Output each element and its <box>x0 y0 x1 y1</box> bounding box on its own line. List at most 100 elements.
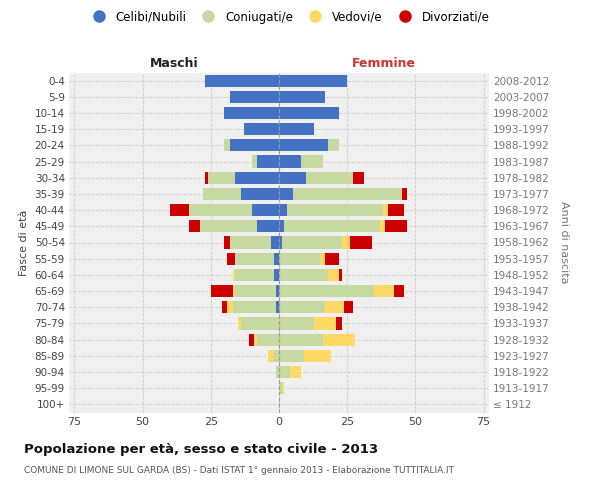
Bar <box>279 204 287 216</box>
Bar <box>290 366 301 378</box>
Bar <box>224 140 230 151</box>
Bar <box>244 123 279 135</box>
Bar <box>320 252 325 265</box>
Bar <box>279 90 325 103</box>
Bar <box>282 236 342 248</box>
Bar <box>306 172 353 184</box>
Bar <box>241 188 279 200</box>
Legend: Celibi/Nubili, Coniugati/e, Vedovi/e, Divorziati/e: Celibi/Nubili, Coniugati/e, Vedovi/e, Di… <box>82 6 494 28</box>
Bar <box>328 140 339 151</box>
Bar <box>257 334 279 345</box>
Bar <box>254 334 257 345</box>
Bar <box>279 236 282 248</box>
Bar <box>279 269 328 281</box>
Bar <box>314 318 336 330</box>
Bar <box>271 236 279 248</box>
Bar <box>222 301 227 314</box>
Bar <box>276 366 279 378</box>
Bar <box>325 252 339 265</box>
Bar <box>402 188 407 200</box>
Bar <box>233 301 276 314</box>
Bar <box>238 318 241 330</box>
Bar <box>189 220 200 232</box>
Bar <box>211 285 233 297</box>
Bar <box>279 74 347 86</box>
Bar <box>276 301 279 314</box>
Bar <box>279 252 320 265</box>
Bar <box>394 285 404 297</box>
Bar <box>235 285 276 297</box>
Bar <box>279 301 325 314</box>
Bar <box>279 220 284 232</box>
Y-axis label: Fasce di età: Fasce di età <box>19 210 29 276</box>
Text: Femmine: Femmine <box>352 57 416 70</box>
Bar <box>293 188 402 200</box>
Bar <box>200 220 257 232</box>
Bar <box>227 301 233 314</box>
Bar <box>233 269 235 281</box>
Bar <box>279 334 323 345</box>
Bar <box>230 140 279 151</box>
Bar <box>284 220 380 232</box>
Bar <box>205 74 279 86</box>
Bar <box>205 172 208 184</box>
Bar <box>279 107 339 119</box>
Bar <box>279 156 301 168</box>
Bar <box>203 188 241 200</box>
Bar <box>385 220 407 232</box>
Bar <box>274 269 279 281</box>
Bar <box>230 236 271 248</box>
Bar <box>208 172 235 184</box>
Bar <box>230 90 279 103</box>
Bar <box>279 366 290 378</box>
Bar <box>287 204 383 216</box>
Bar <box>350 236 372 248</box>
Bar <box>279 140 328 151</box>
Bar <box>301 156 323 168</box>
Bar <box>235 269 274 281</box>
Bar <box>279 188 293 200</box>
Bar <box>257 220 279 232</box>
Bar <box>274 252 279 265</box>
Bar <box>344 301 353 314</box>
Bar <box>374 285 394 297</box>
Bar <box>304 350 331 362</box>
Text: Popolazione per età, sesso e stato civile - 2013: Popolazione per età, sesso e stato civil… <box>24 442 378 456</box>
Bar <box>268 350 274 362</box>
Bar <box>279 123 314 135</box>
Bar <box>241 318 279 330</box>
Bar <box>279 350 304 362</box>
Bar <box>353 172 364 184</box>
Bar <box>325 301 344 314</box>
Bar <box>257 156 279 168</box>
Bar <box>339 269 342 281</box>
Bar <box>383 204 388 216</box>
Bar <box>233 285 235 297</box>
Bar <box>274 350 279 362</box>
Bar <box>342 236 350 248</box>
Text: Maschi: Maschi <box>149 57 199 70</box>
Bar <box>323 334 355 345</box>
Bar <box>227 252 235 265</box>
Bar <box>279 285 374 297</box>
Bar <box>276 285 279 297</box>
Bar <box>380 220 385 232</box>
Bar <box>336 318 342 330</box>
Bar <box>279 172 306 184</box>
Bar <box>170 204 189 216</box>
Bar <box>224 107 279 119</box>
Bar <box>328 269 339 281</box>
Bar <box>282 382 284 394</box>
Bar <box>252 156 257 168</box>
Bar <box>252 204 279 216</box>
Bar <box>189 204 252 216</box>
Bar <box>235 252 274 265</box>
Text: COMUNE DI LIMONE SUL GARDA (BS) - Dati ISTAT 1° gennaio 2013 - Elaborazione TUTT: COMUNE DI LIMONE SUL GARDA (BS) - Dati I… <box>24 466 454 475</box>
Bar <box>249 334 254 345</box>
Bar <box>279 382 282 394</box>
Bar <box>224 236 230 248</box>
Bar <box>235 172 279 184</box>
Bar <box>388 204 404 216</box>
Bar <box>279 318 314 330</box>
Y-axis label: Anni di nascita: Anni di nascita <box>559 201 569 283</box>
